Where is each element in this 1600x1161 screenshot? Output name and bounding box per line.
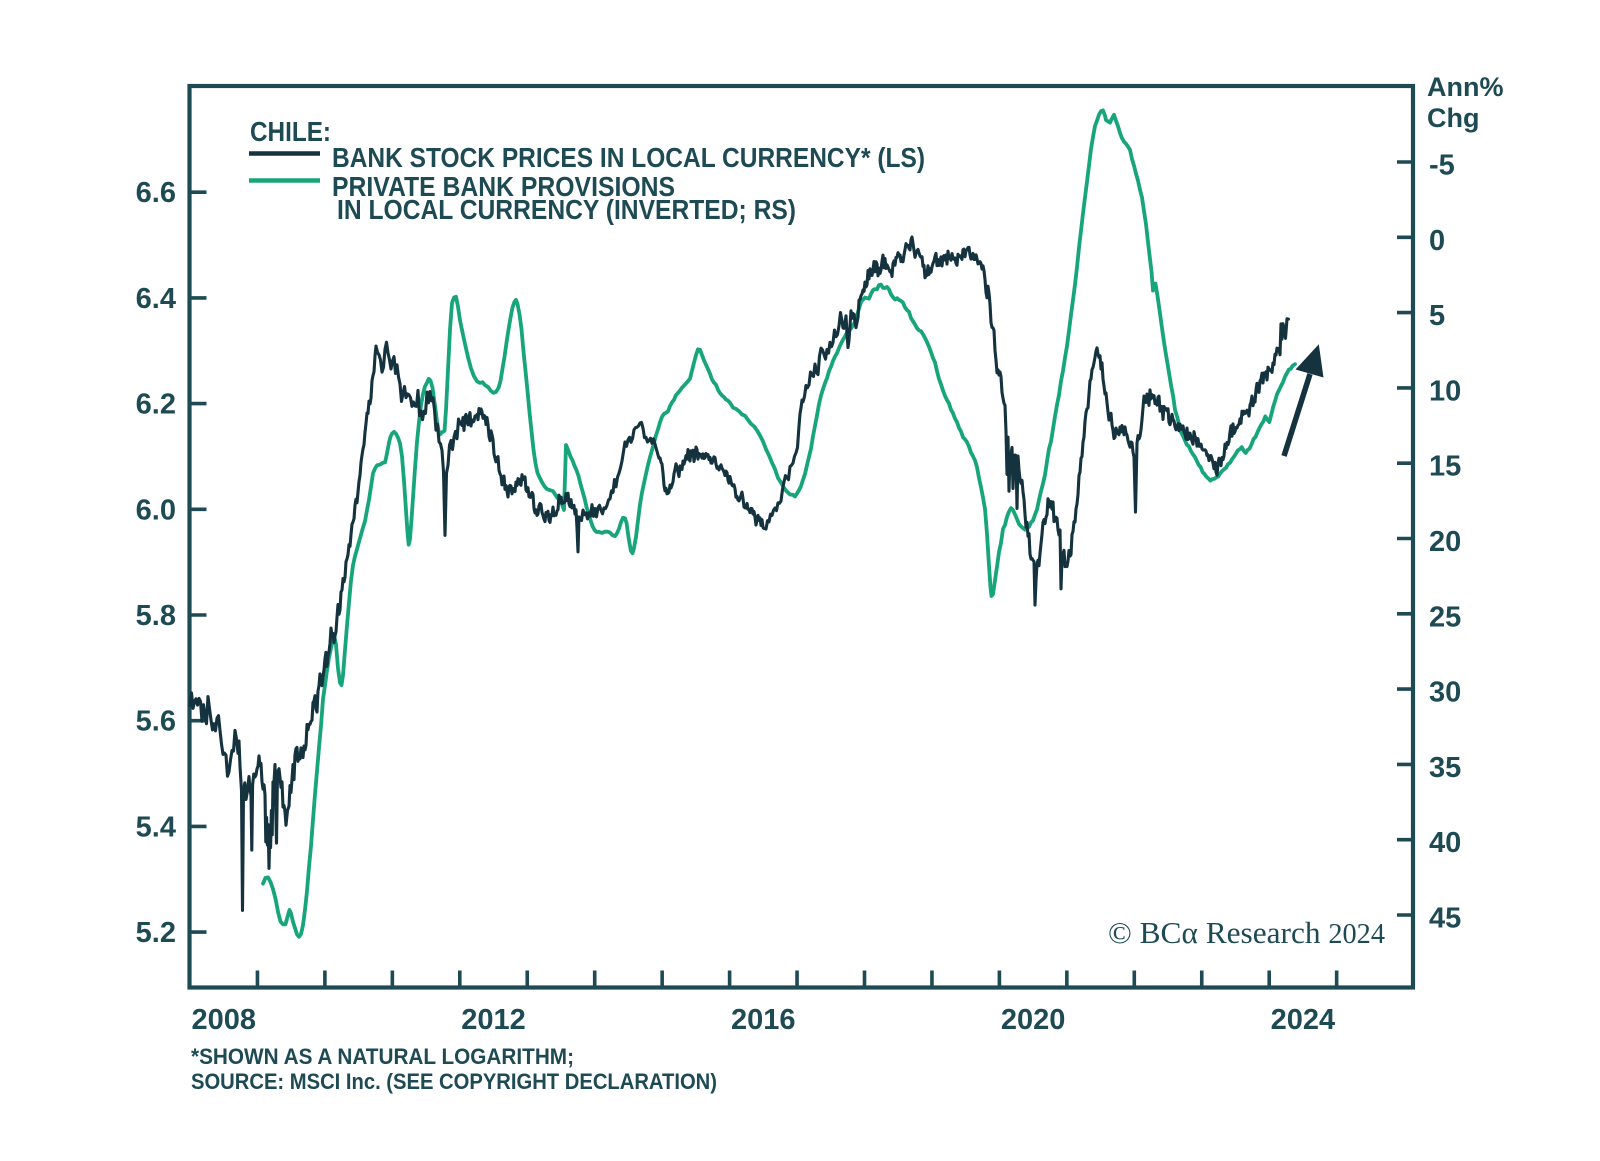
svg-text:2016: 2016 <box>731 1004 796 1036</box>
svg-text:2024: 2024 <box>1271 1004 1336 1036</box>
svg-text:5.6: 5.6 <box>136 706 176 738</box>
svg-text:5.2: 5.2 <box>136 917 176 949</box>
svg-text:45: 45 <box>1429 903 1461 935</box>
svg-text:35: 35 <box>1429 752 1461 784</box>
svg-text:40: 40 <box>1429 827 1461 859</box>
svg-text:2020: 2020 <box>1001 1004 1066 1036</box>
svg-text:IN LOCAL CURRENCY (INVERTED; R: IN LOCAL CURRENCY (INVERTED; RS) <box>337 194 796 225</box>
svg-text:Ann%: Ann% <box>1427 72 1504 102</box>
svg-text:© BCα Research 2024: © BCα Research 2024 <box>1108 915 1385 950</box>
svg-text:Chg: Chg <box>1427 103 1479 133</box>
svg-text:20: 20 <box>1429 526 1461 558</box>
svg-text:10: 10 <box>1429 375 1461 407</box>
svg-text:0: 0 <box>1429 225 1445 257</box>
svg-text:25: 25 <box>1429 601 1461 633</box>
svg-text:-5: -5 <box>1429 150 1455 182</box>
svg-text:6.4: 6.4 <box>136 283 176 315</box>
svg-text:5.8: 5.8 <box>136 600 176 632</box>
svg-text:6.2: 6.2 <box>136 389 176 421</box>
svg-text:15: 15 <box>1429 451 1461 483</box>
svg-text:SOURCE: MSCI Inc. (SEE COPYRIG: SOURCE: MSCI Inc. (SEE COPYRIGHT DECLARA… <box>191 1069 717 1094</box>
svg-text:PRIVATE BANK PROVISIONS: PRIVATE BANK PROVISIONS <box>332 171 675 202</box>
svg-text:6.0: 6.0 <box>136 494 176 526</box>
svg-text:CHILE:: CHILE: <box>250 116 331 147</box>
svg-text:30: 30 <box>1429 677 1461 709</box>
svg-text:2012: 2012 <box>461 1004 526 1036</box>
svg-text:5.4: 5.4 <box>136 811 176 843</box>
svg-text:BANK STOCK PRICES IN LOCAL CUR: BANK STOCK PRICES IN LOCAL CURRENCY* (LS… <box>332 142 925 173</box>
svg-text:*SHOWN AS A NATURAL LOGARITHM;: *SHOWN AS A NATURAL LOGARITHM; <box>191 1044 574 1069</box>
svg-text:5: 5 <box>1429 300 1445 332</box>
svg-text:2008: 2008 <box>191 1004 256 1036</box>
svg-text:6.6: 6.6 <box>136 177 176 209</box>
